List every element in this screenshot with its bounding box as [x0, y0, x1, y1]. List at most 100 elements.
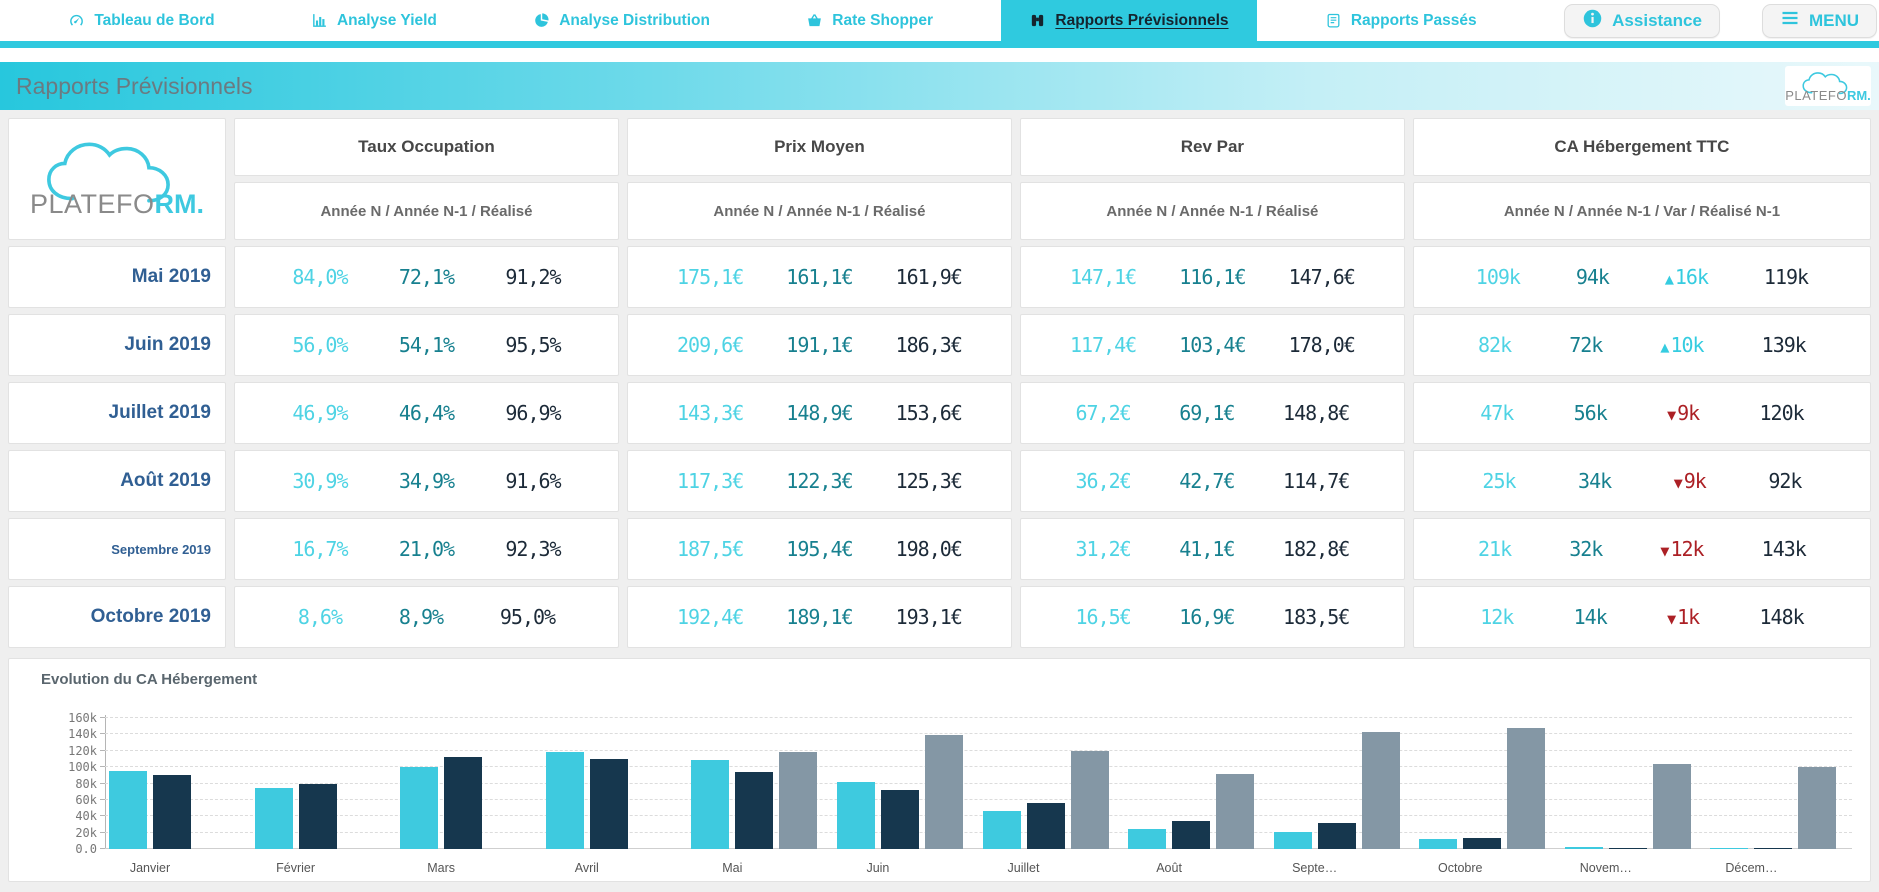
brand-wordmark: PLATEFORM.: [1785, 88, 1871, 103]
metric-value: 92,3%: [505, 537, 561, 561]
gridline: [105, 831, 1852, 833]
chart-card: Evolution du CA Hébergement 160k 140k 120k…: [8, 658, 1871, 882]
triangle-down-icon: ▼: [1667, 610, 1676, 628]
gridline: [105, 815, 1852, 817]
metric-cell-taux: 84,0% 72,1% 91,2%: [234, 246, 619, 308]
metric-cell-prix: 117,3€ 122,3€ 125,3€: [626, 450, 1012, 512]
chart-plot-area: 160k 140k 120k 100k 80k 60k 40k 20k 0.0 Janvier Fé…: [68, 711, 1852, 875]
metric-value: 178,0€: [1288, 333, 1356, 357]
metric-value: 117,3€: [677, 469, 744, 493]
bar-ann-e-n-1-8: [1317, 822, 1356, 849]
metric-value: 195,4€: [786, 537, 853, 561]
metric-cell-taux: 56,0% 54,1% 95,5%: [234, 314, 619, 376]
metric-value: 8,6%: [297, 605, 343, 629]
pie-chart-icon: [533, 12, 550, 29]
cloud-icon: [1802, 72, 1848, 95]
nav-tab-label: Rapports Prévisionnels: [1055, 11, 1229, 29]
bar-ann-e-n-4: [691, 759, 730, 849]
page-title: Rapports Prévisionnels: [16, 72, 253, 99]
metric-value: 54,1%: [398, 333, 455, 357]
metric-cell-taux: 30,9% 34,9% 91,6%: [234, 450, 619, 512]
gridline: [105, 733, 1852, 735]
metric-value: 117,4€: [1069, 333, 1137, 357]
metric-value: 186,3€: [895, 333, 963, 357]
metric-value: 36,2€: [1075, 469, 1131, 493]
nav-tab-1[interactable]: Analyse Yield: [283, 0, 465, 48]
metric-cell-ca: 12k 14k ▼ 1k 148k: [1412, 586, 1871, 648]
nav-tab-2[interactable]: Analyse Distribution: [505, 0, 738, 48]
info-icon: [1582, 8, 1603, 34]
y-axis-tick: [100, 815, 105, 817]
metric-value: 14k: [1573, 605, 1608, 629]
nav-buttons: Assistance MENU: [1564, 0, 1877, 48]
metric-value: 192,4€: [677, 605, 744, 629]
bar-r-alis-n-1-6: [1070, 750, 1109, 849]
menu-button[interactable]: MENU: [1761, 3, 1877, 38]
metric-cell-prix: 175,1€ 161,1€ 161,9€: [626, 246, 1012, 308]
column-subheader: Année N / Année N-1 / Réalisé: [234, 182, 619, 240]
metric-value: 34,9%: [398, 469, 455, 493]
column-header: Taux Occupation: [234, 118, 619, 176]
gridline: [105, 766, 1852, 768]
metric-cell-taux: 8,6% 8,9% 95,0%: [234, 586, 619, 648]
metric-value: 34k: [1578, 469, 1612, 493]
bar-ann-e-n-1-6: [1026, 803, 1065, 849]
metric-value: 119k: [1763, 265, 1809, 289]
main-navbar: Tableau de Bord Analyse Yield Analyse Dist…: [0, 0, 1879, 48]
metric-value: 30,9%: [292, 469, 348, 493]
nav-tab-5[interactable]: Rapports Passés: [1297, 0, 1505, 48]
column-subheader: Année N / Année N-1 / Réalisé: [626, 182, 1012, 240]
nav-tab-4[interactable]: Rapports Prévisionnels: [1001, 0, 1257, 48]
bar-ann-e-n-5: [836, 781, 875, 849]
bar-r-alis-n-1-4: [779, 751, 818, 849]
metric-value: 161,9€: [895, 265, 963, 289]
gauge-icon: [68, 12, 85, 29]
metric-value: 193,1€: [895, 605, 963, 629]
y-axis-line: [105, 715, 106, 849]
metric-cell-revpar: 117,4€ 103,4€ 178,0€: [1019, 314, 1405, 376]
metric-cell-ca: 82k 72k ▲ 10k 139k: [1412, 314, 1871, 376]
metric-value: 46,9%: [292, 401, 348, 425]
metric-value: 21k: [1477, 537, 1512, 561]
bar-ann-e-n-0: [109, 771, 147, 849]
variation-value: ▲ 16k: [1664, 265, 1709, 289]
y-axis-tick: [100, 798, 105, 800]
bar-r-alis-n-1-5: [924, 735, 963, 849]
x-axis-label: Août: [1156, 861, 1182, 875]
metric-value: 153,6€: [895, 401, 963, 425]
metric-value: 189,1€: [786, 605, 853, 629]
metric-value: 69,1€: [1179, 401, 1235, 425]
metric-cell-revpar: 16,5€ 16,9€ 183,5€: [1019, 586, 1405, 648]
x-axis-label: Janvier: [129, 861, 171, 875]
y-axis-label: 140k: [68, 727, 97, 742]
x-axis-label: Novem…: [1579, 861, 1632, 875]
nav-tab-3[interactable]: Rate Shopper: [778, 0, 961, 48]
metric-value: 82k: [1477, 333, 1512, 357]
metric-cell-revpar: 31,2€ 41,1€ 182,8€: [1019, 518, 1405, 580]
brand-wordmark: PLATEFORM.: [29, 188, 205, 219]
assistance-button[interactable]: Assistance: [1564, 3, 1720, 38]
metric-value: 143,3€: [677, 401, 744, 425]
brand-logo-large: PLATEFORM.: [8, 118, 226, 240]
metric-value: 147,1€: [1069, 265, 1137, 289]
x-axis-label: Décem…: [1725, 861, 1778, 875]
metric-value: 125,3€: [895, 469, 963, 493]
nav-spacer: [0, 48, 1879, 62]
metric-value: 8,9%: [398, 605, 444, 629]
metric-value: 120k: [1759, 401, 1805, 425]
x-axis-label: Mai: [722, 861, 743, 875]
metric-cell-ca: 25k 34k ▼ 9k 92k: [1412, 450, 1871, 512]
y-axis-label: 80k: [75, 776, 97, 791]
nav-tab-0[interactable]: Tableau de Bord: [40, 0, 242, 48]
x-axis-label: Février: [276, 861, 316, 875]
nav-tab-label: Rapports Passés: [1350, 11, 1477, 29]
x-axis-label: Octobre: [1438, 861, 1483, 875]
column-header: CA Hébergement TTC: [1412, 118, 1871, 176]
triangle-down-icon: ▼: [1660, 542, 1669, 560]
metric-value: 95,0%: [499, 605, 556, 629]
metric-value: 56k: [1573, 401, 1608, 425]
bar-ann-e-n-1: [254, 787, 293, 849]
metric-value: 42,7€: [1179, 469, 1235, 493]
row-month-label: Octobre 2019: [8, 586, 226, 648]
metric-value: 103,4€: [1179, 333, 1246, 357]
